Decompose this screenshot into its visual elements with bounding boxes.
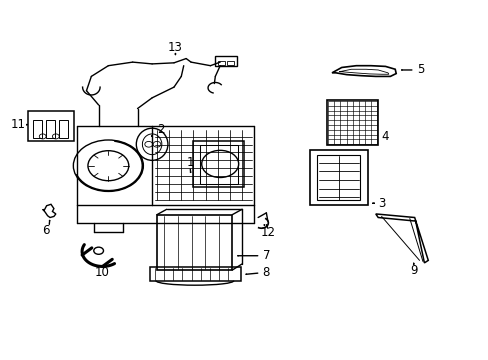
Text: 3: 3 <box>377 197 385 210</box>
Text: 2: 2 <box>157 123 164 136</box>
Text: 11: 11 <box>11 118 26 131</box>
Text: 9: 9 <box>409 264 417 276</box>
Polygon shape <box>339 69 388 74</box>
Text: 4: 4 <box>381 130 388 143</box>
Text: 8: 8 <box>262 266 269 279</box>
Bar <box>149 267 241 281</box>
Bar <box>215 56 237 66</box>
Text: 12: 12 <box>260 226 275 239</box>
Bar <box>46 120 55 138</box>
Text: 10: 10 <box>95 266 110 279</box>
Bar <box>28 111 74 141</box>
Text: 1: 1 <box>186 156 193 169</box>
Bar <box>59 120 68 138</box>
Text: 13: 13 <box>168 41 183 54</box>
Bar <box>157 215 232 270</box>
Text: 5: 5 <box>416 63 423 76</box>
Bar <box>200 145 237 184</box>
Bar <box>217 61 224 64</box>
Bar <box>193 141 244 187</box>
Bar <box>317 155 360 201</box>
Bar <box>33 120 41 138</box>
Bar <box>326 100 377 145</box>
Bar <box>309 150 368 205</box>
Text: 7: 7 <box>262 249 269 262</box>
Text: 6: 6 <box>42 224 50 237</box>
Bar <box>226 61 233 64</box>
